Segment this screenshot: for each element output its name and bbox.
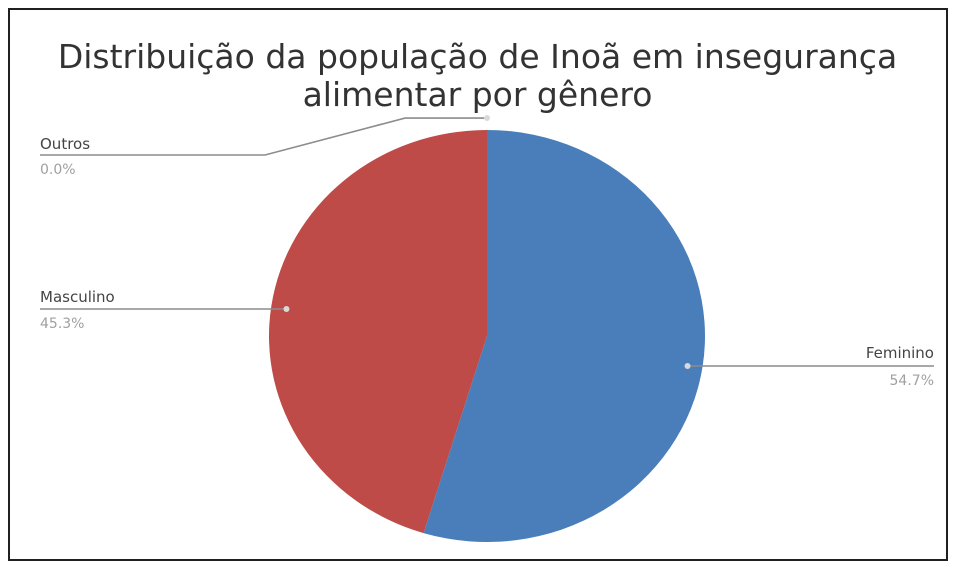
chart-title-line-1: Distribuição da população de Inoã em ins… [57,37,898,76]
chart-title: Distribuição da população de Inoã em ins… [0,38,955,114]
pie-slices [268,130,705,542]
slice-value-masculino: 45.3% [40,316,84,332]
leader-dot-feminino [684,363,691,369]
leader-line-outros [40,117,487,156]
leader-dot-outros [484,115,490,122]
slice-label-masculino: Masculino [40,288,115,306]
slice-label-feminino: Feminino [866,344,934,362]
slice-value-outros: 0.0% [40,162,76,178]
leader-dot-masculino [283,306,290,312]
slice-label-outros: Outros [40,135,90,153]
pie-slice-masculino [268,130,487,534]
pie-leader-lines [40,115,934,369]
pie-slice-feminino [423,130,705,542]
slice-value-feminino: 54.7% [890,373,934,389]
chart-title-line-2: alimentar por gênero [302,75,653,114]
